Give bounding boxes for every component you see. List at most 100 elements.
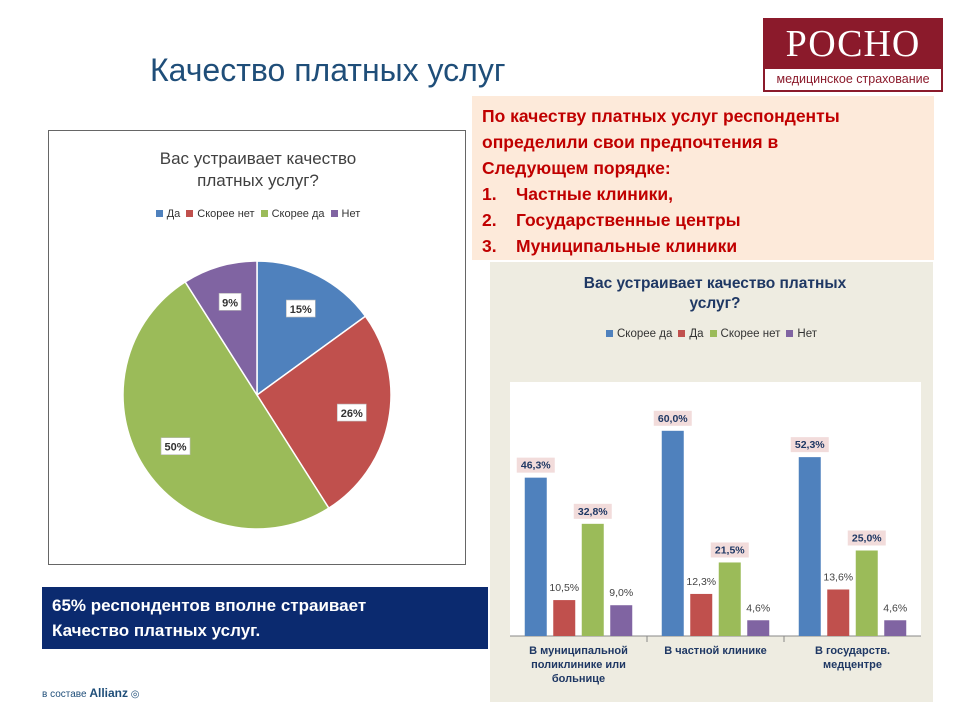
bar [524, 477, 547, 636]
ranking-text: Муниципальные клиники [516, 236, 738, 256]
legend-swatch [186, 210, 194, 217]
bar-title-line: услуг? [689, 295, 741, 312]
bar-legend: Скорее да Да Скорее нет Нет [490, 328, 933, 340]
bar-title-line: Вас устраивает качество платных [583, 275, 847, 292]
pie-slice [255, 315, 392, 510]
legend-swatch [155, 210, 163, 217]
slide-title: Качество платных услуг [150, 52, 506, 88]
pie-data-label: 50% [165, 442, 187, 454]
bar-data-label: 21,5% [715, 544, 745, 556]
pie-title-line: Вас устраивает качество [159, 149, 357, 168]
category-label: В муниципальной [529, 645, 628, 657]
ranking-item: 2. Государственные центры [482, 207, 924, 233]
bar-legend-item: Да [678, 328, 704, 340]
bar-data-label: 46,3% [521, 460, 551, 472]
pie-legend: Да Скорее нет Скорее да Нет [49, 208, 467, 220]
logo-tagline: медицинское страхование [776, 72, 930, 86]
data-label-box [710, 542, 749, 558]
bar [884, 620, 907, 636]
bar-legend-item: Скорее нет [709, 328, 781, 340]
bar [610, 605, 633, 636]
bar-legend-item: Нет [786, 328, 817, 340]
pie-chart-panel: Вас устраивает качество платных услуг? Д… [48, 130, 466, 565]
legend-label: Нет [797, 328, 818, 340]
ranking-number: 3. [482, 236, 497, 256]
data-label-box [286, 299, 316, 318]
info-line: Следующем порядке: [482, 158, 671, 178]
footer-allianz: в составе Allianz ◎ [42, 686, 140, 700]
footer-brand: Allianz [89, 686, 129, 700]
pie-title-line: платных услуг? [197, 171, 319, 190]
bar-chart-title: Вас устраивает качество платных услуг? [510, 274, 920, 314]
info-line: определили свои предпочтения в [482, 132, 779, 152]
bar-data-label: 9,0% [609, 587, 633, 599]
data-label-box [790, 437, 829, 453]
bar-chart-panel: Вас устраивает качество платных услуг? С… [490, 262, 933, 702]
footer-prefix: в составе [42, 689, 87, 700]
ranking-item: 1. Частные клиники, [482, 181, 924, 207]
bar-data-label: 12,3% [686, 576, 716, 588]
legend-swatch [330, 210, 338, 217]
legend-label: Скорее нет [197, 208, 255, 220]
pie-data-label: 15% [290, 304, 312, 316]
ranking-list: 1. Частные клиники, 2. Государственные цен… [482, 181, 924, 259]
bar [798, 457, 821, 636]
bar-data-label: 25,0% [852, 533, 882, 545]
category-label: медцентре [823, 659, 882, 671]
legend-label: Нет [341, 208, 361, 220]
legend-swatch [786, 330, 794, 337]
pie-legend-item: Скорее нет [186, 208, 255, 220]
bar [690, 593, 713, 636]
info-box: По качеству платных услуг респонденты оп… [472, 96, 934, 260]
category-label: больнице [552, 673, 605, 685]
legend-swatch [260, 210, 268, 217]
pie-legend-item: Да [155, 208, 181, 220]
legend-swatch [605, 330, 613, 337]
pie-slice [122, 280, 330, 530]
legend-swatch [709, 330, 717, 337]
category-label: В государств. [815, 645, 890, 657]
logo-name: РОСНО [765, 20, 941, 69]
bar [581, 523, 604, 636]
legend-label: Скорее да [616, 328, 673, 340]
bar-data-label: 10,5% [549, 582, 579, 594]
bar-legend-item: Скорее да [605, 328, 673, 340]
data-label-box [336, 403, 367, 422]
ranking-number: 1. [482, 184, 497, 204]
bar [747, 620, 770, 636]
pie-legend-item: Нет [330, 208, 361, 220]
ranking-number: 2. [482, 210, 497, 230]
bar-chart: 46,3% 10,5% 32,8% 9,0% В муниципальной поликл… [510, 382, 921, 685]
ranking-item: 3. Муниципальные клиники [482, 233, 924, 259]
pie-chart-title: Вас устраивает качество платных услуг? [49, 148, 467, 192]
pie-slice [256, 260, 367, 397]
allianz-icon: ◎ [130, 689, 140, 700]
category-label: В частной клинике [664, 645, 767, 657]
rosno-logo: РОСНО медицинское страхование [763, 18, 943, 92]
legend-label: Да [166, 208, 181, 220]
ranking-text: Государственные центры [516, 210, 741, 230]
summary-line: Качество платных услуг. [52, 621, 261, 640]
legend-label: Скорее да [271, 208, 325, 220]
category-label: поликлинике или [531, 659, 626, 671]
legend-label: Скорее нет [720, 328, 781, 340]
bar [855, 550, 878, 636]
bar [718, 562, 741, 636]
info-line: По качеству платных услуг респонденты [482, 106, 840, 126]
pie-legend-item: Скорее да [260, 208, 325, 220]
data-label-box [160, 437, 191, 455]
bar-data-label: 4,6% [883, 602, 907, 614]
bar-data-label: 13,6% [823, 571, 853, 583]
bar-data-label: 32,8% [578, 506, 608, 518]
data-label-box [847, 530, 886, 546]
bar [661, 430, 684, 636]
summary-line: 65% респондентов вполне страивает [52, 596, 367, 615]
legend-swatch [678, 330, 686, 337]
data-label-box [653, 410, 692, 426]
data-label-box [218, 293, 242, 311]
bar [553, 600, 576, 636]
ranking-text: Частные клиники, [516, 184, 673, 204]
legend-label: Да [689, 328, 704, 340]
pie-chart: 15% 26% 50% 9% [122, 260, 392, 530]
bar [827, 589, 850, 636]
